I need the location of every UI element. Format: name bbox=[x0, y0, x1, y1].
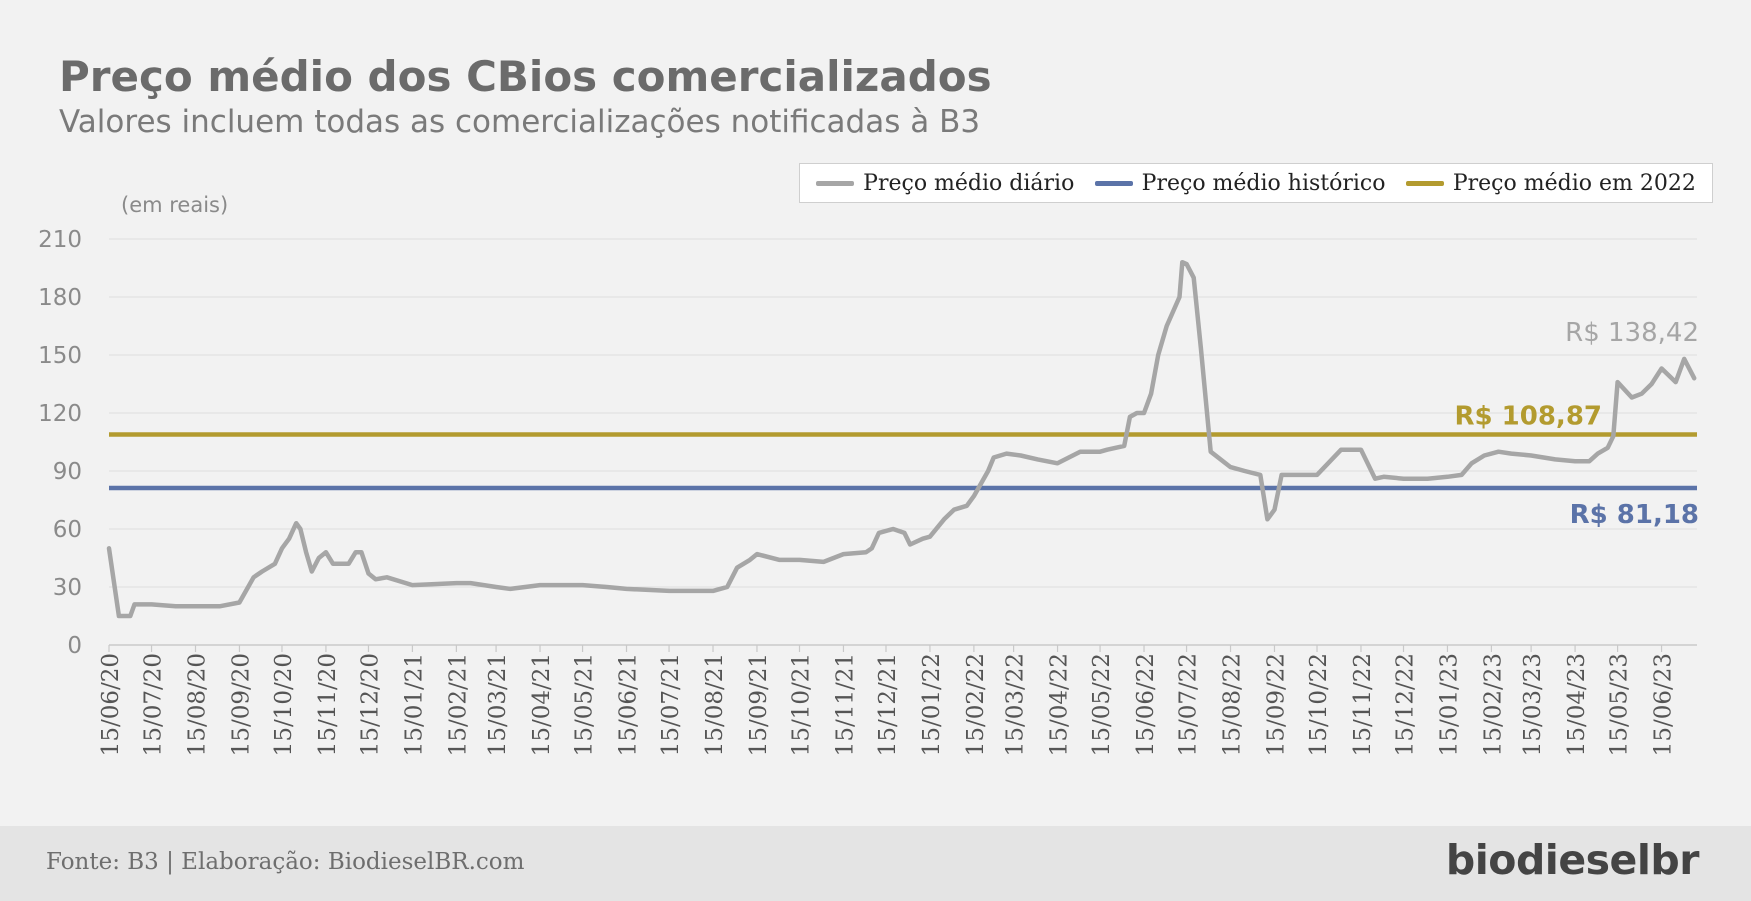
x-tick-label: 15/01/21 bbox=[401, 653, 427, 756]
x-tick-label: 15/01/22 bbox=[919, 653, 945, 756]
x-tick-label: 15/02/22 bbox=[963, 653, 989, 756]
x-tick-label: 15/10/21 bbox=[788, 653, 814, 756]
x-tick-label: 15/10/22 bbox=[1306, 653, 1332, 756]
x-tick-label: 15/03/21 bbox=[485, 653, 511, 756]
footer: Fonte: B3 | Elaboração: BiodieselBR.com … bbox=[0, 826, 1751, 901]
legend-label-daily: Preço médio diário bbox=[863, 170, 1075, 196]
legend-item-historical: Preço médio histórico bbox=[1094, 170, 1386, 196]
x-tick-label: 15/10/20 bbox=[271, 653, 297, 756]
y-tick-label: 90 bbox=[53, 459, 82, 485]
legend-item-2022: Preço médio em 2022 bbox=[1405, 170, 1696, 196]
x-tick-label: 15/07/22 bbox=[1176, 653, 1202, 756]
x-tick-label: 15/11/22 bbox=[1350, 653, 1376, 756]
legend-swatch-historical bbox=[1094, 180, 1133, 186]
x-tick-label: 15/04/23 bbox=[1564, 653, 1590, 756]
x-tick-label: 15/11/20 bbox=[315, 653, 341, 756]
daily-price-end-label: R$ 138,42 bbox=[1565, 318, 1699, 348]
x-tick-label: 15/03/22 bbox=[1003, 653, 1029, 756]
x-tick-label: 15/02/23 bbox=[1480, 653, 1506, 756]
chart-subtitle: Valores incluem todas as comercializaçõe… bbox=[59, 104, 981, 140]
legend-swatch-2022 bbox=[1405, 180, 1444, 186]
y-tick-label: 210 bbox=[38, 227, 82, 253]
x-tick-label: 15/04/22 bbox=[1047, 653, 1073, 756]
x-tick-label: 15/06/20 bbox=[98, 653, 124, 756]
legend-item-daily: Preço médio diário bbox=[816, 171, 1074, 196]
y-tick-label: 0 bbox=[67, 633, 82, 659]
x-tick-label: 15/09/20 bbox=[228, 653, 254, 756]
legend-label-2022: Preço médio em 2022 bbox=[1452, 170, 1696, 196]
y-unit-label: (em reais) bbox=[121, 193, 229, 217]
y-tick-label: 150 bbox=[38, 343, 82, 369]
line-chart: 0 30 60 90 120 150 180 210 15/06/20 15/07/20 15/08… bbox=[38, 227, 1699, 756]
x-tick-label: 15/08/20 bbox=[184, 653, 210, 756]
y-tick-label: 60 bbox=[53, 517, 82, 543]
x-tick-label: 15/11/21 bbox=[832, 653, 858, 756]
y-tick-label: 120 bbox=[38, 401, 82, 427]
x-tick-label: 15/05/22 bbox=[1089, 653, 1115, 756]
daily-price-line bbox=[106, 259, 1697, 619]
brand-logo: biodieselbr bbox=[1445, 836, 1700, 884]
x-tick-label: 15/12/20 bbox=[357, 653, 383, 756]
x-tick-label: 15/03/23 bbox=[1520, 653, 1546, 756]
x-tick-label: 15/09/22 bbox=[1263, 653, 1289, 756]
legend-label-historical: Preço médio histórico bbox=[1141, 170, 1386, 196]
x-tick-label: 15/05/21 bbox=[572, 653, 598, 756]
x-tick-label: 15/12/22 bbox=[1393, 653, 1419, 756]
y-tick-label: 180 bbox=[38, 285, 82, 311]
legend-swatch-daily bbox=[816, 180, 855, 186]
x-tick-label: 15/01/23 bbox=[1436, 653, 1462, 756]
x-tick-label: 15/06/21 bbox=[616, 653, 642, 756]
x-tick-label: 15/08/22 bbox=[1220, 653, 1246, 756]
x-tick-label: 15/07/20 bbox=[141, 653, 167, 756]
chart-title: Preço médio dos CBios comercializados bbox=[59, 52, 992, 101]
historical-average-label: R$ 81,18 bbox=[1570, 500, 1699, 530]
x-tick-label: 15/05/23 bbox=[1607, 653, 1633, 756]
x-tick-label: 15/06/22 bbox=[1133, 653, 1159, 756]
x-tick-label: 15/06/23 bbox=[1651, 653, 1677, 756]
x-tick-label: 15/08/21 bbox=[702, 653, 728, 756]
legend: Preço médio diário Preço médio histórico… bbox=[799, 163, 1713, 203]
x-tick-label: 15/12/21 bbox=[875, 653, 901, 756]
x-tick-label: 15/04/21 bbox=[529, 653, 555, 756]
y-tick-label: 30 bbox=[53, 575, 82, 601]
x-tick-label: 15/07/21 bbox=[658, 653, 684, 756]
x-tick-label: 15/02/21 bbox=[445, 653, 471, 756]
x-tick-label: 15/09/21 bbox=[746, 653, 772, 756]
average-2022-label: R$ 108,87 bbox=[1455, 402, 1603, 432]
source-note: Fonte: B3 | Elaboração: BiodieselBR.com bbox=[46, 849, 525, 875]
